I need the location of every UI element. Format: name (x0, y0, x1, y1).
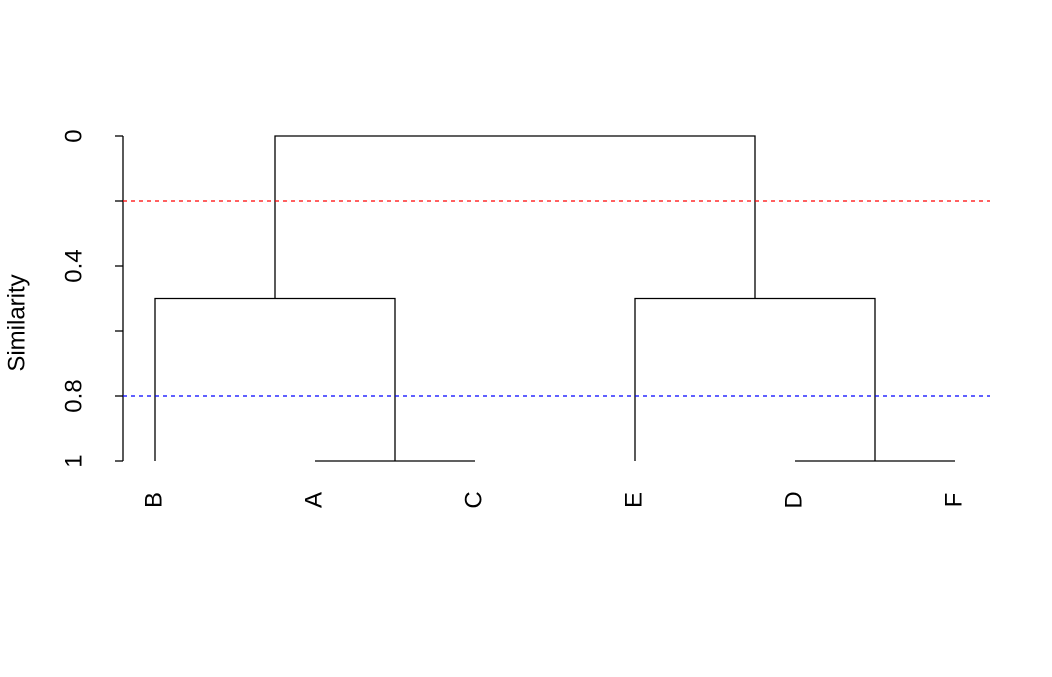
y-axis-label: Similarity (3, 274, 30, 371)
y-tick-label: 0.8 (60, 379, 87, 412)
dendrogram-link (154, 297, 396, 461)
leaf-label: E (620, 492, 647, 508)
leaf-label: A (300, 492, 327, 508)
y-tick-label: 1 (60, 454, 87, 467)
leaf-label: B (140, 492, 167, 508)
dendrogram-link (274, 135, 756, 299)
dendrogram-link (634, 297, 876, 461)
y-tick-label: 0.4 (60, 249, 87, 282)
leaf-label: C (460, 491, 487, 508)
leaf-label: D (780, 491, 807, 508)
y-tick-label: 0 (60, 129, 87, 142)
leaf-label: F (940, 493, 967, 508)
